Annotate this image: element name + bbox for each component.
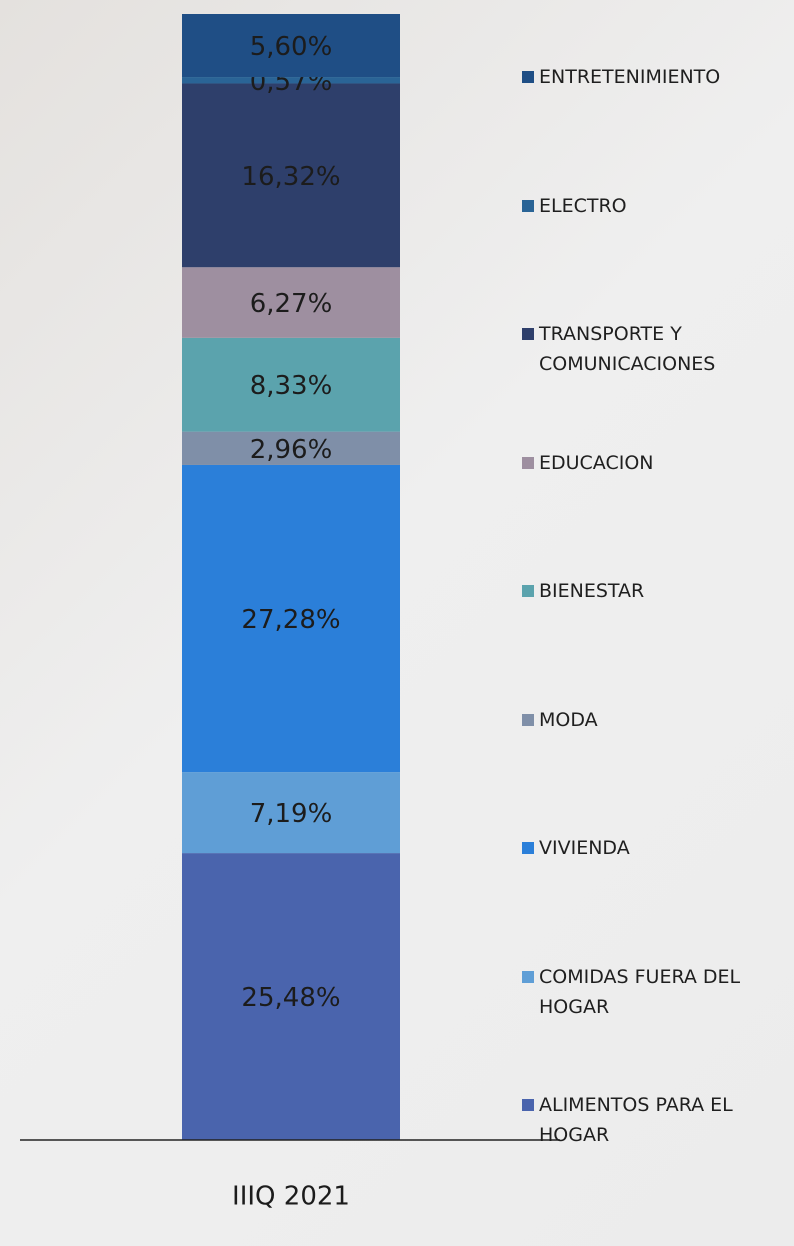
legend-item: VIVIENDA [522, 833, 787, 863]
legend-item: BIENESTAR [522, 576, 787, 606]
data-label: 6,27% [250, 289, 333, 319]
data-label: 27,28% [241, 605, 340, 635]
legend-item: ALIMENTOS PARA EL HOGAR [522, 1090, 787, 1150]
legend-swatch [522, 714, 534, 726]
legend-swatch [522, 457, 534, 469]
data-label: 5,60% [250, 32, 333, 62]
legend-label: COMIDAS FUERA DEL HOGAR [539, 962, 787, 1022]
legend-label: ELECTRO [539, 191, 627, 221]
legend-label: ALIMENTOS PARA EL HOGAR [539, 1090, 787, 1150]
data-label: 8,33% [250, 371, 333, 401]
data-label: 16,32% [241, 162, 340, 192]
data-label: 7,19% [250, 799, 333, 829]
x-tick-label: IIIQ 2021 [232, 1182, 350, 1212]
legend-item: ENTRETENIMIENTO [522, 62, 787, 92]
legend-label: TRANSPORTE Y COMUNICACIONES [539, 319, 787, 379]
legend-swatch [522, 842, 534, 854]
legend-swatch [522, 971, 534, 983]
chart: 25,48%7,19%27,28%2,96%8,33%6,27%16,32%0,… [0, 0, 794, 1246]
legend-swatch [522, 328, 534, 340]
legend-swatch [522, 200, 534, 212]
data-label: 25,48% [241, 983, 340, 1013]
legend-label: BIENESTAR [539, 576, 644, 606]
legend-item: TRANSPORTE Y COMUNICACIONES [522, 319, 787, 379]
page: 25,48%7,19%27,28%2,96%8,33%6,27%16,32%0,… [0, 0, 794, 1246]
legend-item: MODA [522, 705, 787, 735]
legend-label: ENTRETENIMIENTO [539, 62, 720, 92]
legend-swatch [522, 1099, 534, 1111]
data-label: 2,96% [250, 435, 333, 465]
legend-label: VIVIENDA [539, 833, 630, 863]
legend-item: ELECTRO [522, 191, 787, 221]
legend-swatch [522, 71, 534, 83]
legend-item: EDUCACION [522, 448, 787, 478]
legend-item: COMIDAS FUERA DEL HOGAR [522, 962, 787, 1022]
legend-label: MODA [539, 705, 598, 735]
legend-swatch [522, 585, 534, 597]
legend-label: EDUCACION [539, 448, 654, 478]
